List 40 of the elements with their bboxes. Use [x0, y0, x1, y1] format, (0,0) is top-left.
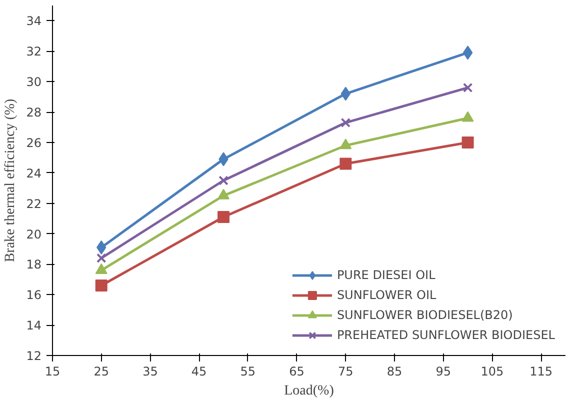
point: [96, 253, 106, 263]
y-tick-label: 28: [26, 106, 42, 120]
x-tick-label: 85: [386, 364, 402, 378]
y-axis-title: Brake thermal efficiency (%): [3, 98, 18, 262]
y-tick-label: 24: [26, 166, 42, 180]
x-tick-label: 35: [142, 364, 158, 378]
y-tick-label: 34: [26, 14, 42, 28]
y-tick-label: 30: [26, 75, 42, 90]
point: [462, 111, 474, 122]
point: [340, 118, 351, 128]
y-tick-label: 18: [26, 258, 42, 272]
y-tick-label: 32: [26, 44, 42, 59]
y-tick-label: 26: [26, 136, 42, 150]
legend-label: PREHEATED SUNFLOWER BIODIESEL: [336, 328, 555, 342]
x-axis-title: Load(%): [284, 384, 334, 398]
x-tick-label: 65: [289, 364, 304, 378]
x-tick-label: 75: [338, 364, 354, 378]
point: [340, 158, 352, 170]
x-tick-label: 115: [530, 364, 553, 378]
y-tick-label: 20: [26, 227, 42, 242]
y-tick-label: 12: [26, 349, 42, 363]
legend-label: SUNFLOWER BIODIESEL(B20): [336, 308, 513, 322]
legend-label: PURE DIESEI OIL: [336, 268, 436, 282]
point: [218, 176, 228, 186]
x-tick-label: 25: [94, 364, 110, 378]
y-tick-label: 14: [26, 318, 42, 333]
legend-label: SUNFLOWER OIL: [336, 288, 436, 302]
x-tick-label: 15: [44, 364, 60, 378]
point: [218, 211, 230, 224]
y-tick-label: 22: [26, 196, 42, 211]
point: [462, 82, 473, 93]
y-tick-label: 16: [26, 288, 42, 302]
x-tick-label: 105: [480, 364, 504, 378]
x-tick-label: 55: [240, 364, 256, 378]
point: [462, 136, 474, 148]
x-tick-label: 45: [191, 364, 207, 378]
x-tick-label: 95: [436, 364, 452, 378]
point: [462, 46, 473, 60]
point: [95, 280, 108, 292]
point: [340, 138, 352, 150]
